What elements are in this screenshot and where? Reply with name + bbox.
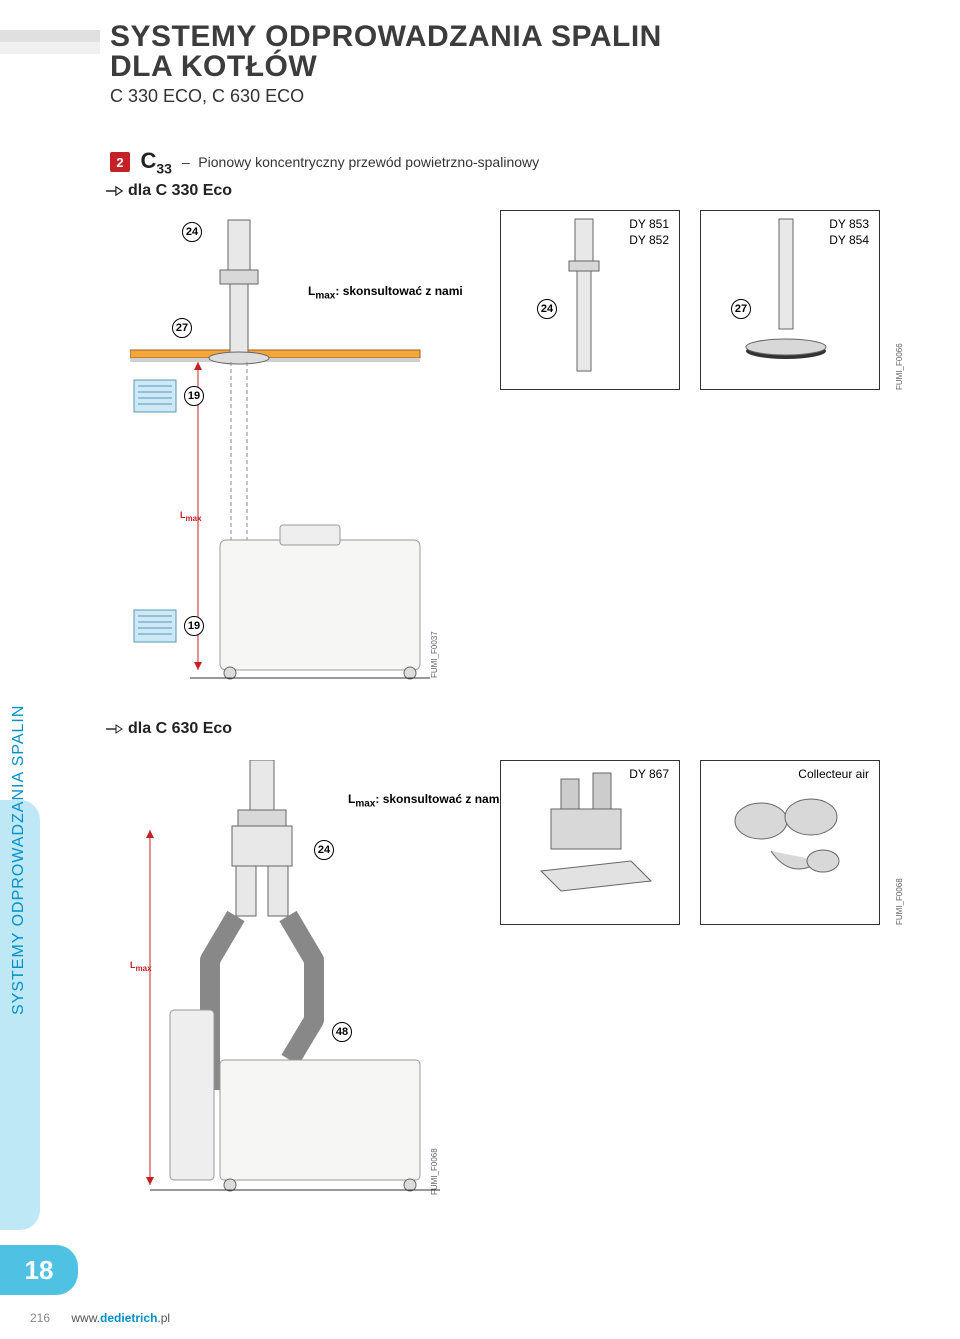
subheader-c330: dla C 330 Eco — [128, 182, 232, 200]
c630-box2: Collecteur air — [700, 760, 880, 925]
circled-27: 27 — [172, 318, 192, 338]
c330-box1: DY 851 DY 852 24 — [500, 210, 680, 390]
side-ribbon-text: SYSTEMY ODPROWADZANIA SPALIN — [10, 705, 28, 1015]
lmax-sub: max — [315, 290, 335, 301]
circled-24: 24 — [182, 222, 202, 242]
lmax-sub: max — [186, 514, 202, 523]
c330-diagram: 24 27 19 19 Lmax — [130, 210, 450, 680]
title-line1: SYSTEMY ODPROWADZANIA SPALIN — [110, 22, 662, 52]
page-tab: 18 — [0, 1245, 78, 1295]
lmax-sub3: max — [136, 964, 152, 973]
lmax-side-c630: Lmax — [130, 960, 152, 973]
circled-19a: 19 — [184, 386, 204, 406]
circled-48-c630: 48 — [332, 1022, 352, 1042]
lmax-colon: : skonsultować z nami — [335, 284, 462, 298]
url-tld: .pl — [157, 1311, 170, 1325]
c630-diagram: 24 48 Lmax — [100, 760, 460, 1200]
title-line2: DLA KOTŁÓW — [110, 52, 662, 82]
url-bold: dedietrich — [100, 1311, 157, 1325]
page-root: SYSTEMY ODPROWADZANIA SPALIN DLA KOTŁÓW … — [0, 0, 960, 1339]
collecteur-air: Collecteur air — [798, 767, 869, 781]
arrow-icon-2 — [106, 722, 124, 740]
circled-19b: 19 — [184, 616, 204, 636]
lmax-note-c330: Lmax: skonsultować z nami — [308, 284, 463, 301]
section-badge: 2 — [110, 152, 130, 172]
title-block: SYSTEMY ODPROWADZANIA SPALIN DLA KOTŁÓW … — [110, 22, 662, 107]
c33-desc: Pionowy koncentryczny przewód powietrzno… — [198, 154, 539, 170]
arrow-icon — [106, 184, 124, 202]
lmax-side: Lmax — [180, 510, 202, 523]
fumi-mid: FUMI_F0037 — [430, 631, 439, 678]
page-number: 216 — [30, 1311, 50, 1325]
c33-sub: 33 — [156, 160, 172, 176]
c630-box1: DY 867 — [500, 760, 680, 925]
subheader-c630: dla C 630 Eco — [128, 720, 232, 738]
c33-code: C33 — [140, 148, 178, 173]
circled-24-c630: 24 — [314, 840, 334, 860]
fumi-c630-right: FUMI_F0068 — [895, 878, 904, 925]
c33-dash: – — [182, 154, 190, 170]
fumi-c630-bottom: FUMI_F0068 — [430, 1148, 439, 1195]
section-2-header: 2 C33 – Pionowy koncentryczny przewód po… — [110, 148, 539, 176]
header-subbar — [0, 42, 100, 54]
c33-prefix: C — [140, 148, 156, 173]
circled-27-box: 27 — [731, 299, 751, 319]
circled-24-box: 24 — [537, 299, 557, 319]
header-bar — [0, 30, 100, 42]
c330-box2: DY 853 DY 854 27 — [700, 210, 880, 390]
fumi-right: FUMI_F0066 — [895, 343, 904, 390]
subtitle: C 330 ECO, C 630 ECO — [110, 86, 662, 107]
footer: 216 www.dedietrich.pl — [30, 1311, 170, 1325]
url-plain: www. — [71, 1311, 100, 1325]
dy867: DY 867 — [629, 767, 669, 781]
